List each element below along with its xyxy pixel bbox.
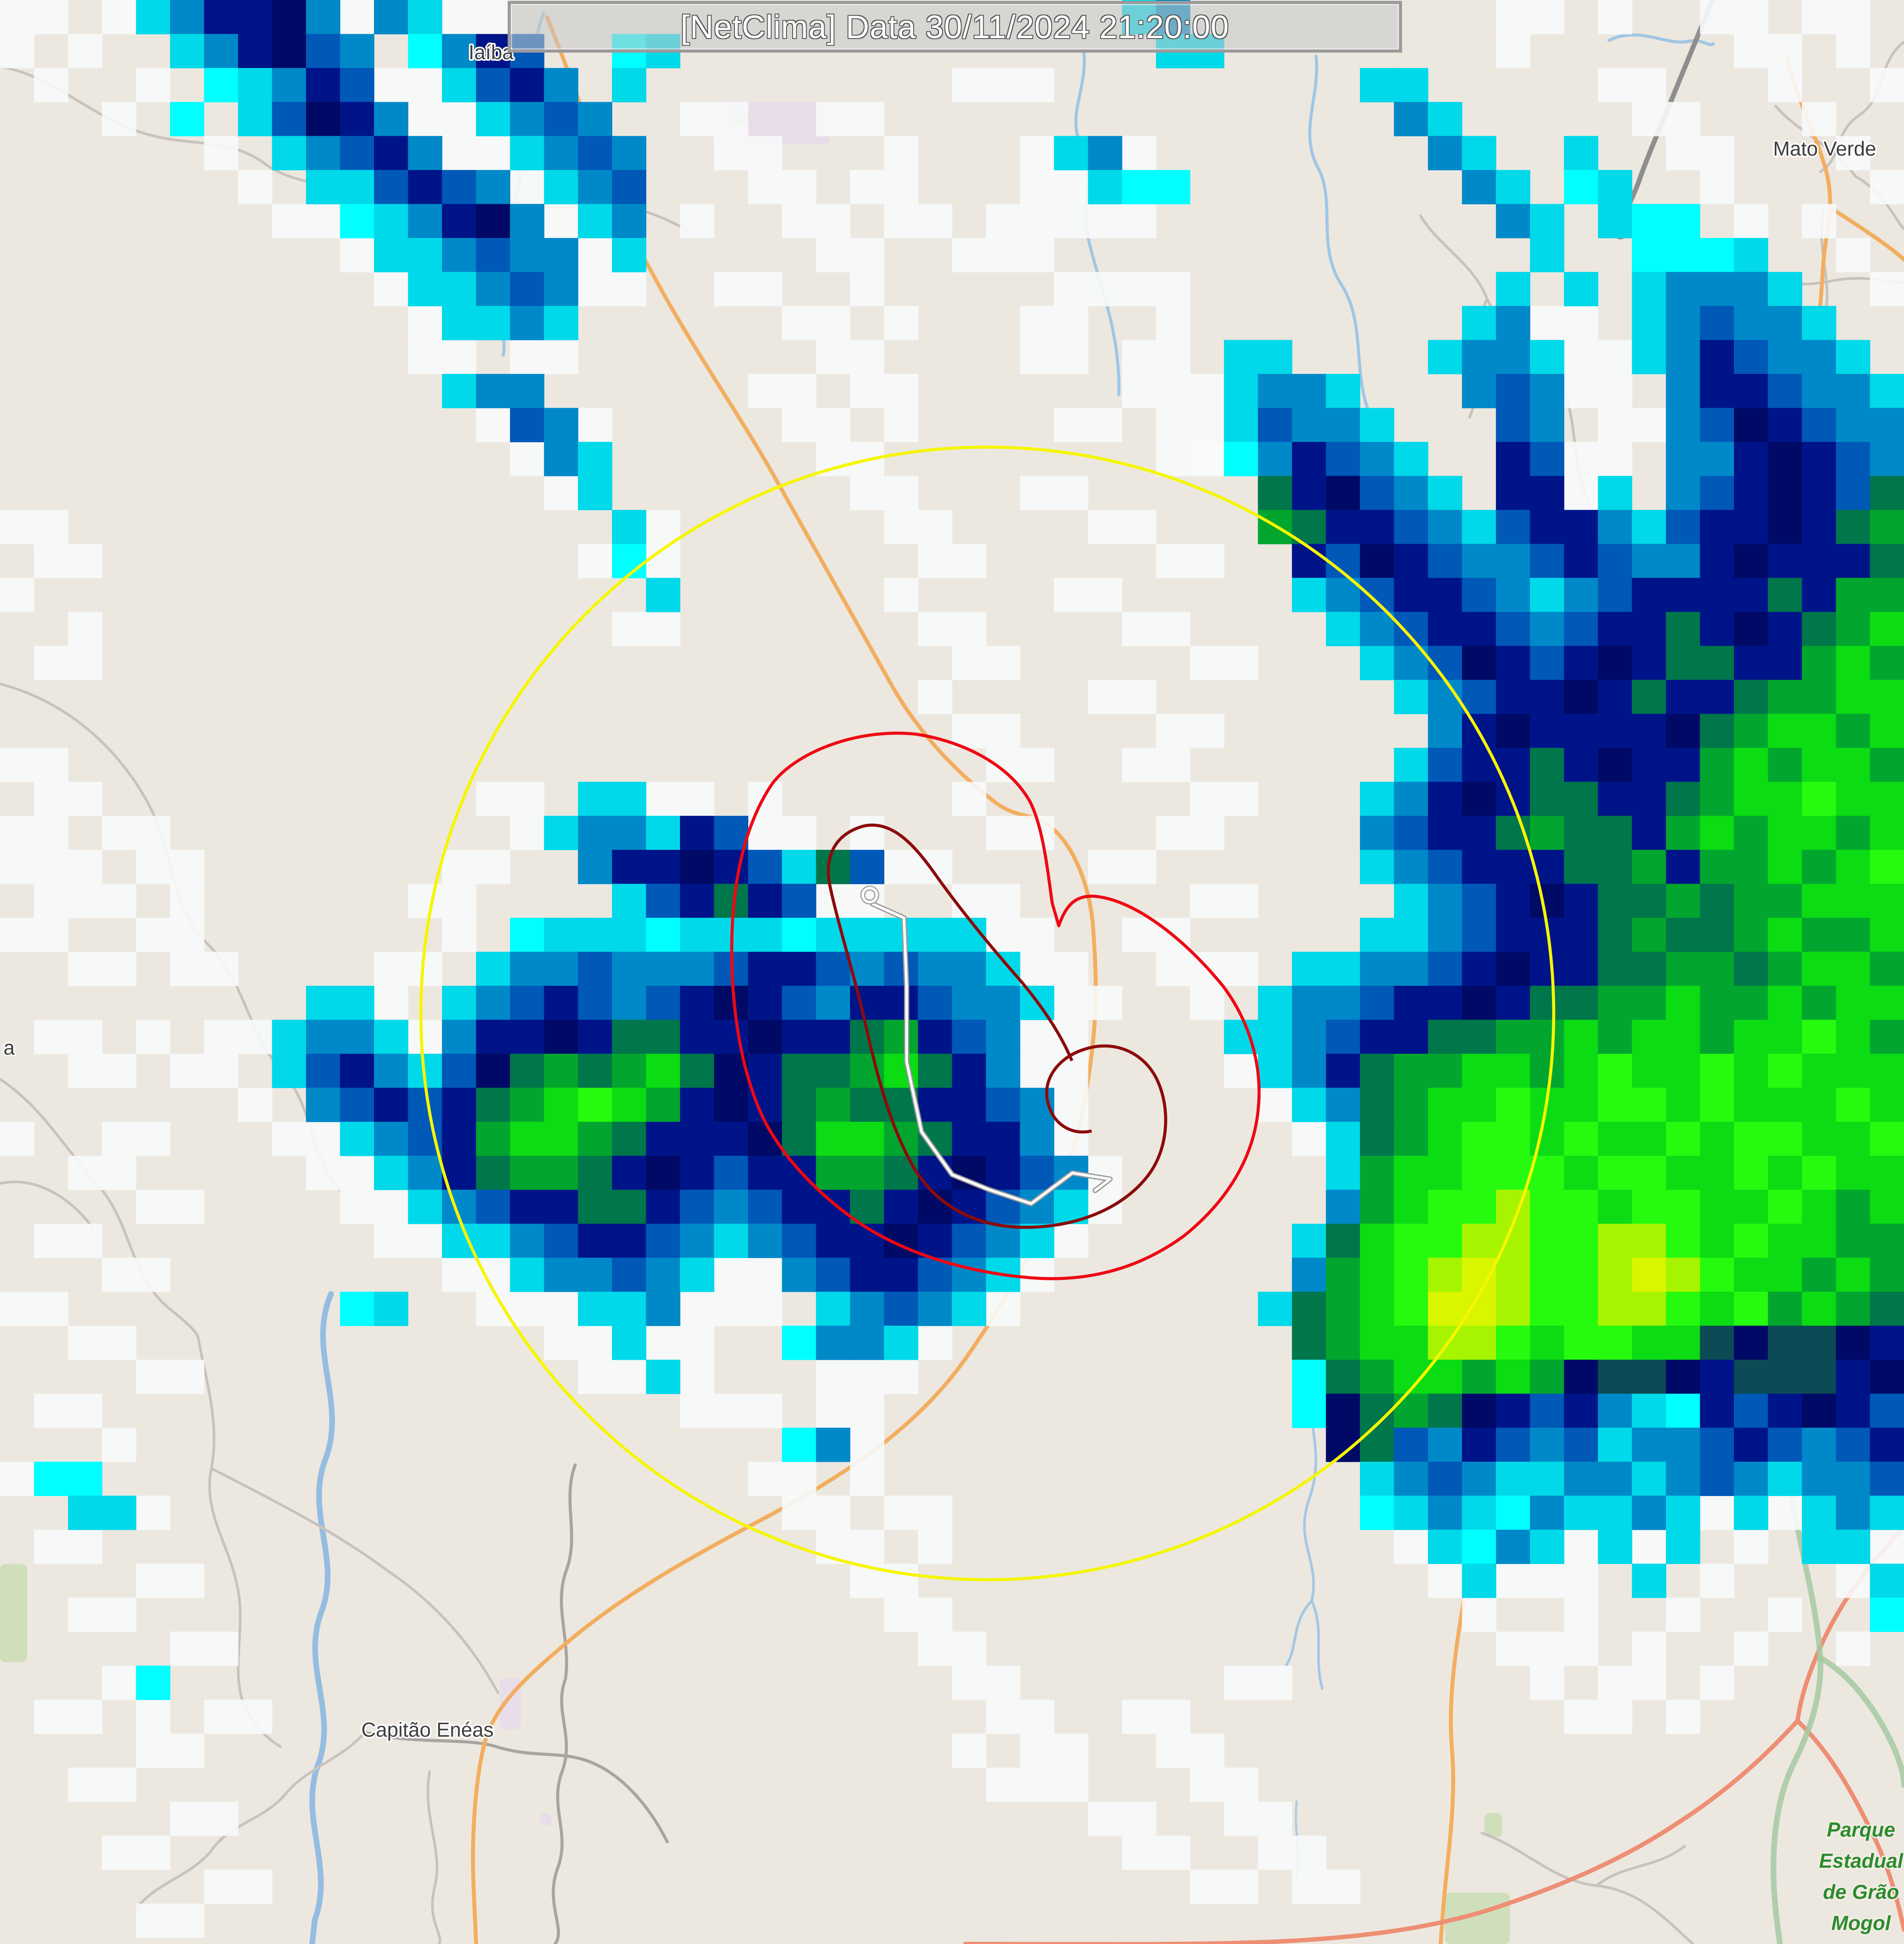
road-minor bbox=[1819, 41, 1904, 173]
road-primary bbox=[471, 15, 1098, 1944]
river-major bbox=[309, 1291, 335, 1944]
road-minor bbox=[0, 1078, 199, 1339]
park-boundary bbox=[1817, 1655, 1904, 1788]
road-primary bbox=[1438, 1590, 1467, 1944]
storm-contour-outer bbox=[730, 732, 1261, 1280]
storm-contour-inner bbox=[827, 823, 1167, 1229]
urban-area bbox=[540, 1813, 552, 1826]
river bbox=[1607, 33, 1715, 46]
river bbox=[1308, 54, 1374, 422]
road-primary bbox=[1827, 205, 1904, 262]
river bbox=[1310, 1599, 1324, 1690]
road-minor bbox=[552, 1677, 568, 1944]
road-minor bbox=[363, 1731, 669, 1844]
town-label: Iaíba bbox=[469, 41, 514, 64]
road-minor bbox=[1595, 1845, 1686, 1887]
park-label-line: Mogol bbox=[1831, 1912, 1891, 1934]
park-label-line: de Grão bbox=[1823, 1880, 1899, 1903]
storm-track-start-ring bbox=[861, 887, 878, 903]
forest-area bbox=[1445, 1893, 1510, 1944]
title-text: [NetClima] Data 30/11/2024 21:20:00 bbox=[680, 8, 1229, 45]
park-label-line: Parque bbox=[1827, 1818, 1895, 1841]
radar-range-ring bbox=[419, 445, 1555, 1581]
road-minor bbox=[1774, 105, 1904, 230]
town-label: Mato Verde bbox=[1773, 137, 1876, 160]
forest-area bbox=[0, 1564, 27, 1662]
town-label: Capitão Enéas bbox=[361, 1718, 494, 1741]
road-minor bbox=[135, 1731, 366, 1909]
road-trunk bbox=[1795, 1719, 1904, 1932]
road-minor bbox=[0, 1180, 94, 1230]
road-minor bbox=[210, 1467, 499, 1694]
road-minor bbox=[427, 1770, 441, 1944]
forest-area bbox=[1484, 1813, 1502, 1837]
storm-track-line bbox=[871, 903, 1111, 1205]
town-label: a bbox=[4, 1036, 15, 1059]
title-bar: [NetClima] Data 30/11/2024 21:20:00 bbox=[508, 1, 1402, 53]
park-label-line: Estadual bbox=[1819, 1849, 1904, 1872]
